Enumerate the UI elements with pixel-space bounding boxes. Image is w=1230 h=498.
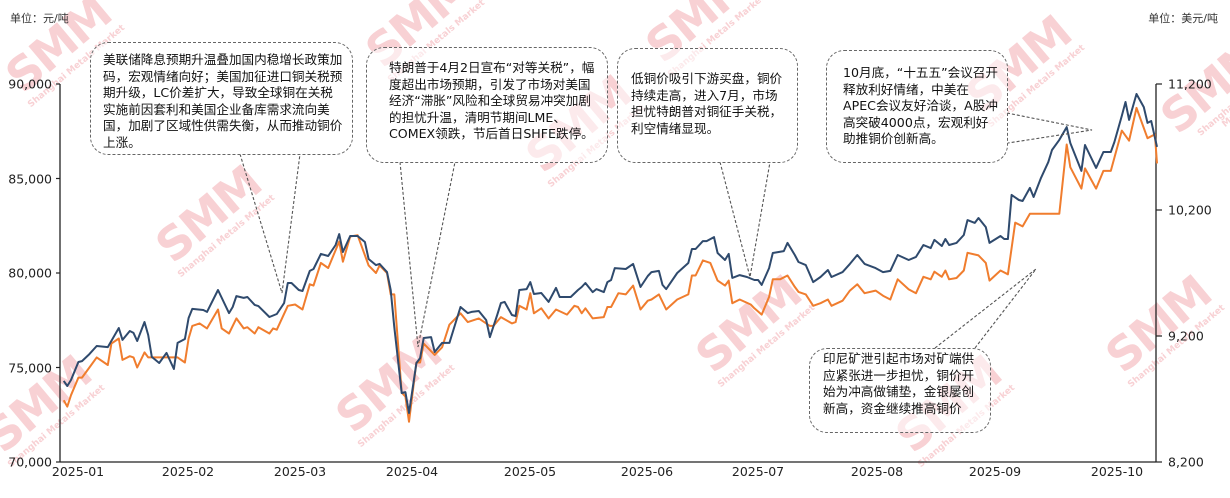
callout-pointer-1 [239,153,301,294]
series-line-left-axis [62,93,1158,414]
right-tick-label: 11,200 [1168,76,1212,92]
left-unit-label: 单位：元/吨 [10,12,69,25]
x-tick-label: 2025-02 [161,464,215,479]
callout-pointer-3 [719,161,771,278]
callout-pointer-4 [1006,112,1093,144]
annotation-reciprocal-tariff: 特朗普于4月2日宣布“对等关税”，幅度超出市场预期，引发了市场对美国经济“滞胀”… [366,47,608,163]
callout-pointer-5 [934,268,1037,349]
left-tick-label: 80,000 [8,265,52,281]
x-tick-label: 2025-01 [51,464,105,479]
x-tick-label: 2025-08 [850,464,904,479]
left-tick-label: 75,000 [8,360,52,375]
left-tick-label: 70,000 [8,454,52,470]
annotation-low-price-buying: 低铜价吸引下游买盘，铜价持续走高，进入7月，市场担忧特朗普对铜征手关税，利空情绪… [617,48,798,163]
x-tick-label: 2025-04 [385,464,439,479]
x-tick-label: 2025-06 [620,464,674,479]
callout-pointer-2 [399,161,456,348]
annotation-fed-tariff: 美联储降息预期升温叠加国内稳增长政策加码，宏观情绪向好；美国加征进口铜关税预期升… [90,42,353,155]
annotation-indonesia-mine: 印尼矿泄引起市场对矿端供应紧张进一步担忧，铜价开始为冲高做铺垫，金银屡创新高，资… [809,348,991,433]
right-tick-label: 8,200 [1168,454,1204,470]
left-tick-label: 85,000 [8,171,52,186]
x-tick-label: 2025-10 [1090,464,1144,479]
x-tick-label: 2025-09 [968,464,1022,479]
x-tick-label: 2025-07 [731,464,785,479]
series-line-right-axis [62,106,1158,423]
right-tick-label: 9,200 [1168,328,1204,344]
right-tick-label: 10,200 [1168,202,1212,218]
left-tick-label: 90,000 [8,76,52,92]
x-tick-label: 2025-03 [273,464,327,479]
annotation-october-macro: 10月底，“十五五”会议召开释放利好情绪，中美在APEC会议友好洽谈，A股冲高突… [826,50,1008,163]
right-unit-label: 单位：美元/吨 [1148,12,1218,25]
x-tick-label: 2025-05 [503,464,557,479]
